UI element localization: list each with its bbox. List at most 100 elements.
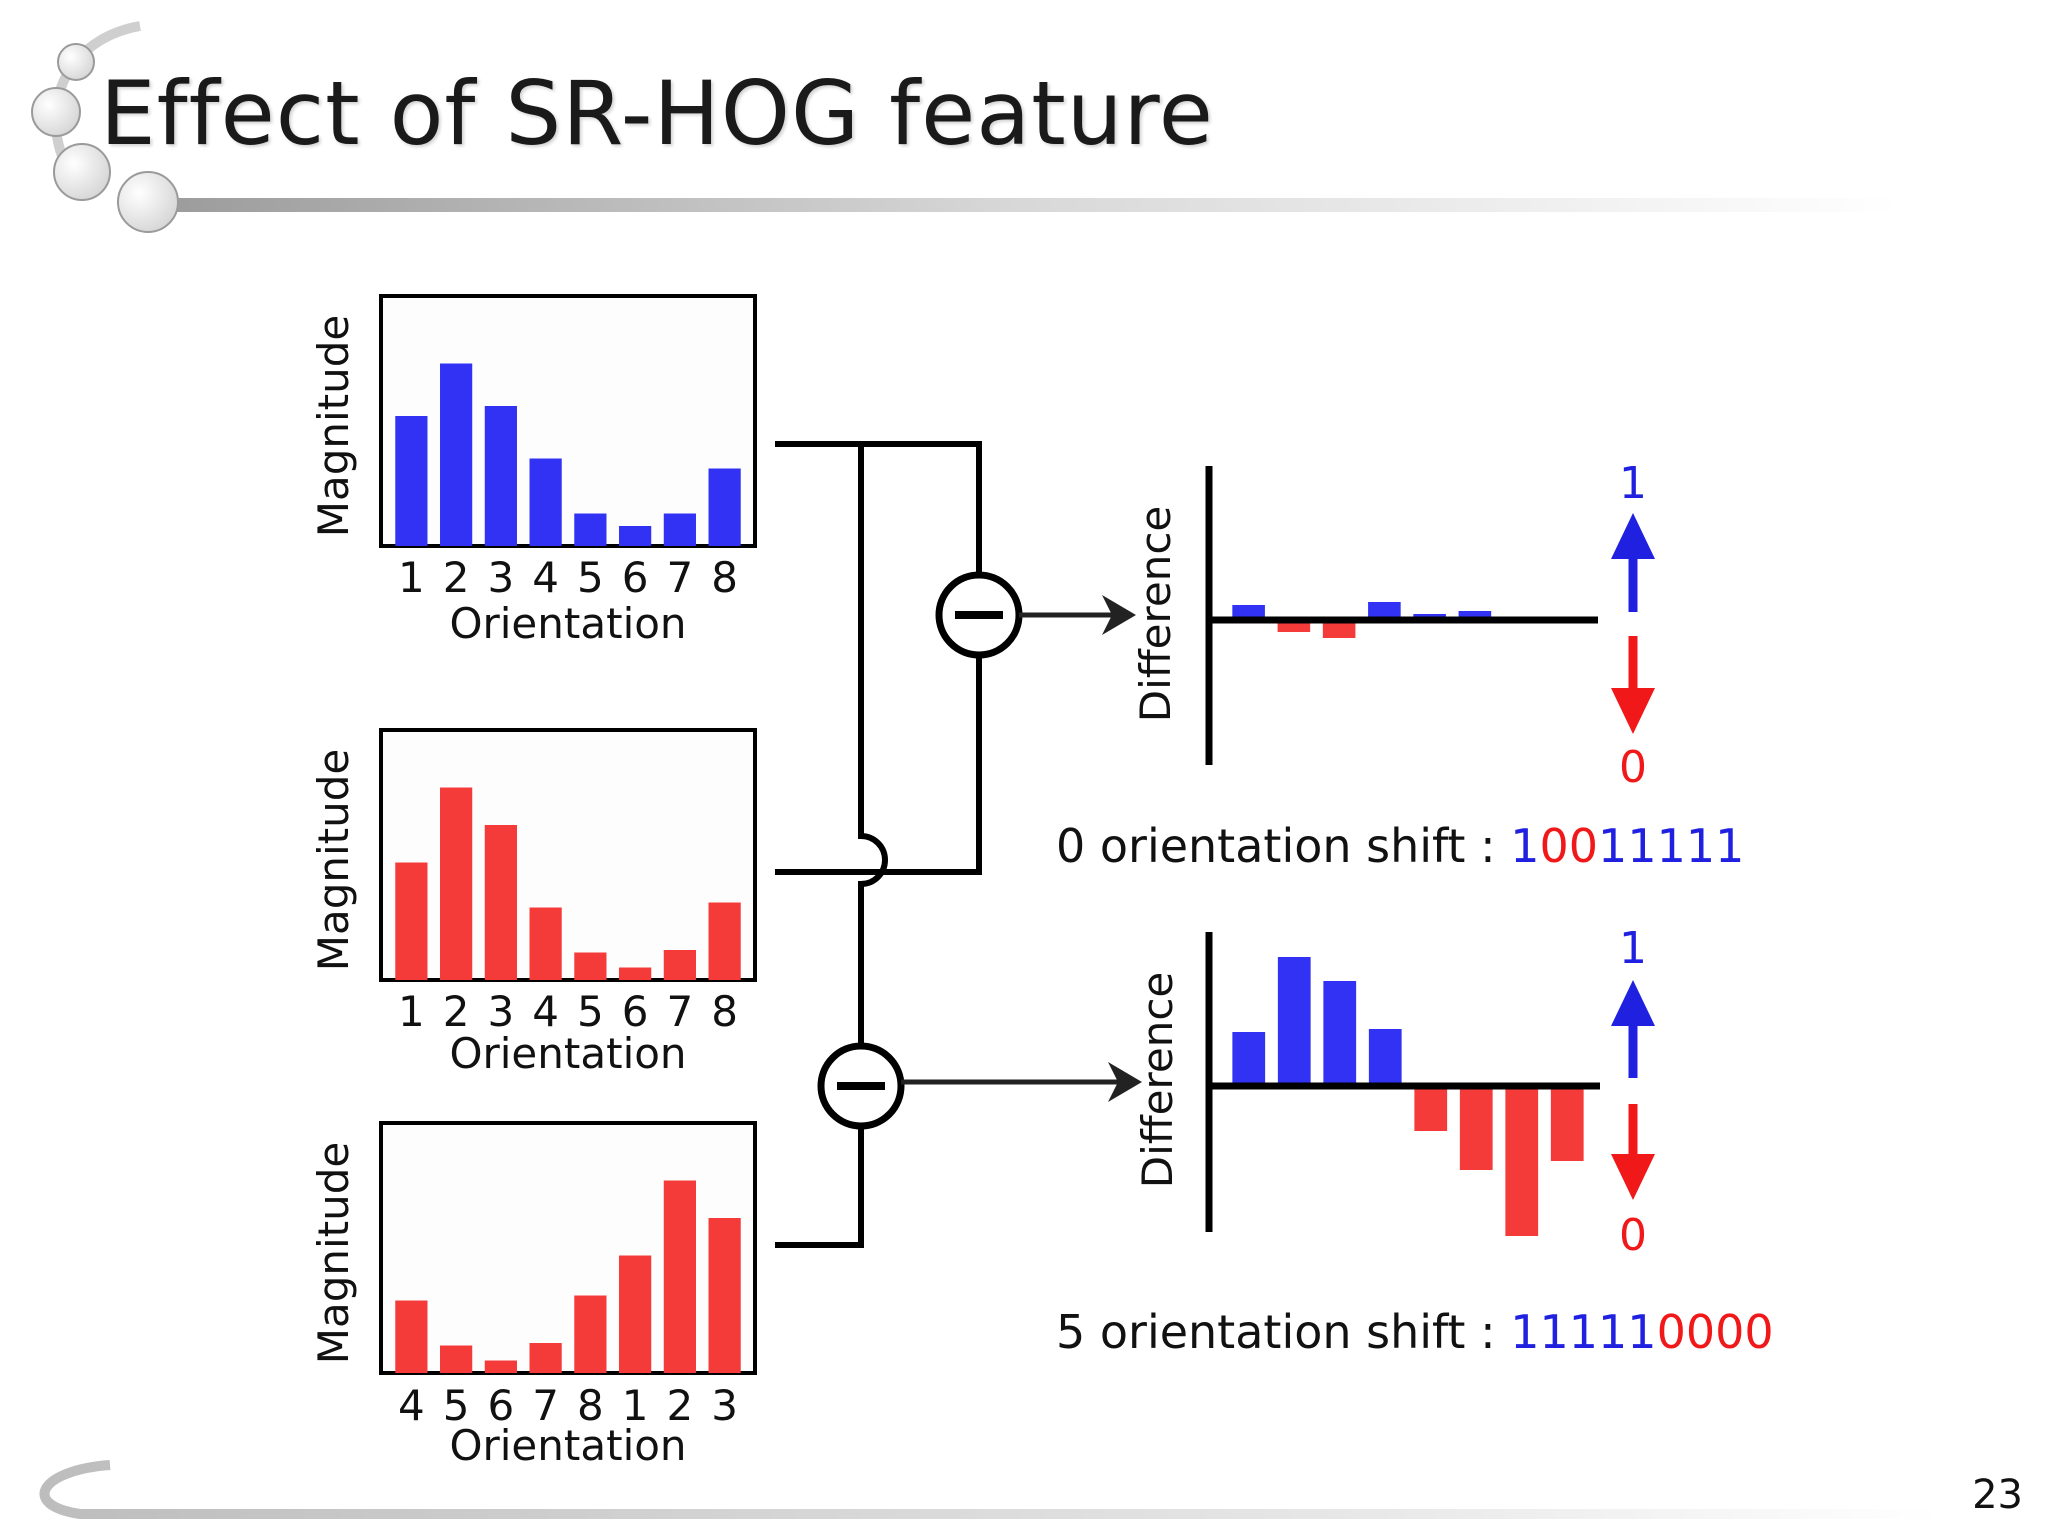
result-bits: 11111 bbox=[1510, 1305, 1656, 1359]
tick-label: 6 bbox=[622, 987, 649, 1036]
bottom-swirl bbox=[39, 1460, 1940, 1519]
bit-one-label: 1 bbox=[1619, 923, 1647, 974]
difference-bar bbox=[1368, 602, 1401, 620]
subtract-operator-top bbox=[935, 571, 1023, 659]
arrow-head-icon bbox=[1102, 595, 1136, 635]
y-axis-label: Magnitude bbox=[309, 749, 358, 972]
connector-line bbox=[775, 654, 982, 875]
tick-label: 2 bbox=[443, 987, 470, 1036]
x-axis-label: Orientation bbox=[449, 1421, 686, 1470]
difference-bar bbox=[1458, 611, 1492, 620]
histogram-bar bbox=[484, 1360, 517, 1373]
orientation-shift-result: 5 orientation shift : 111110000 bbox=[1056, 1305, 1774, 1359]
tick-label: 7 bbox=[532, 1381, 559, 1430]
difference-bar bbox=[1505, 1086, 1539, 1236]
result-bits: 0000 bbox=[1657, 1305, 1774, 1359]
result-bits: 1 bbox=[1510, 819, 1539, 873]
histogram-bar bbox=[440, 363, 473, 546]
output-arrow-top bbox=[1019, 595, 1136, 635]
tick-label: 2 bbox=[443, 553, 470, 602]
deco-ball bbox=[31, 87, 81, 137]
tick-label: 5 bbox=[443, 1381, 470, 1430]
tick-label: 4 bbox=[398, 1381, 425, 1430]
tick-label: 1 bbox=[398, 987, 425, 1036]
histogram-bar bbox=[529, 1343, 562, 1373]
tick-label: 1 bbox=[622, 1381, 649, 1430]
tick-label: 2 bbox=[667, 1381, 694, 1430]
histogram-bar bbox=[440, 1345, 473, 1373]
down-arrow-icon bbox=[1611, 1104, 1655, 1200]
up-arrow-icon bbox=[1611, 980, 1655, 1078]
deco-ball bbox=[117, 171, 179, 233]
histogram-bar bbox=[574, 952, 607, 980]
up-arrow-icon bbox=[1611, 513, 1655, 612]
arrow-head-icon bbox=[1108, 1062, 1142, 1102]
difference-bar bbox=[1323, 981, 1357, 1086]
difference-bar bbox=[1368, 1029, 1402, 1086]
tick-label: 8 bbox=[711, 987, 738, 1036]
down-arrow-icon bbox=[1611, 636, 1655, 734]
tick-label: 4 bbox=[532, 553, 559, 602]
tick-label: 3 bbox=[488, 987, 515, 1036]
difference-bar bbox=[1550, 1086, 1584, 1161]
tick-label: 6 bbox=[488, 1381, 515, 1430]
histogram-bar bbox=[663, 950, 696, 980]
diff-top: Difference 1 0 bbox=[1131, 458, 1655, 793]
histogram-bar bbox=[484, 406, 517, 546]
result-prefix: 0 orientation shift : bbox=[1056, 819, 1510, 873]
diff-bottom: Difference 1 0 bbox=[1133, 923, 1655, 1261]
deco-ball bbox=[53, 143, 111, 201]
hist-middle: 1 2 3 4 5 6 7 8 Orientation Magnitude bbox=[309, 728, 757, 1078]
subtract-operator-bottom bbox=[817, 1042, 905, 1130]
histogram-frame bbox=[379, 294, 757, 548]
histogram-bar bbox=[574, 513, 607, 546]
bit-zero-label: 0 bbox=[1619, 1210, 1647, 1261]
histogram-bar bbox=[708, 468, 741, 546]
tick-label: 7 bbox=[667, 553, 694, 602]
histogram-bar bbox=[484, 825, 517, 980]
difference-bar bbox=[1232, 1032, 1266, 1086]
tick-label: 6 bbox=[622, 553, 649, 602]
tick-label: 5 bbox=[577, 553, 604, 602]
x-axis-label: Orientation bbox=[449, 599, 686, 648]
y-axis-label: Magnitude bbox=[309, 315, 358, 538]
bit-one-label: 1 bbox=[1619, 458, 1647, 509]
histogram-bar bbox=[708, 1218, 741, 1373]
minus-icon bbox=[955, 611, 1003, 619]
difference-bar bbox=[1277, 957, 1311, 1086]
tick-label: 8 bbox=[711, 553, 738, 602]
histogram-frame bbox=[379, 1121, 757, 1375]
connector-line-hop bbox=[858, 444, 888, 1047]
histogram-bar bbox=[440, 787, 473, 980]
histogram-bar bbox=[708, 902, 741, 980]
hist-top: 1 2 3 4 5 6 7 8 Orientation Magnitude bbox=[309, 294, 757, 648]
y-axis-label: Difference bbox=[1133, 972, 1182, 1189]
histogram-bar bbox=[619, 1255, 652, 1373]
result-bits: 00 bbox=[1540, 819, 1599, 873]
difference-bar bbox=[1414, 1086, 1448, 1131]
histogram-bar bbox=[529, 458, 562, 546]
arrow-head bbox=[1611, 688, 1655, 734]
histogram-bar bbox=[395, 862, 428, 980]
difference-bar bbox=[1232, 605, 1265, 620]
tick-label: 3 bbox=[488, 553, 515, 602]
tick-label: 4 bbox=[532, 987, 559, 1036]
tick-label: 1 bbox=[398, 553, 425, 602]
histogram-frame bbox=[379, 728, 757, 982]
minus-icon bbox=[837, 1082, 885, 1090]
connector-line bbox=[775, 441, 982, 575]
connector-line bbox=[775, 1126, 864, 1248]
histogram-bar bbox=[395, 1300, 428, 1373]
y-axis-label: Magnitude bbox=[309, 1142, 358, 1365]
difference-bar bbox=[1459, 1086, 1493, 1170]
histogram-bar bbox=[619, 967, 652, 980]
arrow-head bbox=[1611, 980, 1655, 1026]
output-arrow-bottom bbox=[901, 1062, 1142, 1102]
page-number: 23 bbox=[1972, 1472, 2023, 1518]
histogram-bar bbox=[663, 1180, 696, 1373]
title-underline-bar bbox=[140, 198, 1900, 212]
tick-label: 3 bbox=[711, 1381, 738, 1430]
y-axis-label: Difference bbox=[1131, 506, 1180, 723]
